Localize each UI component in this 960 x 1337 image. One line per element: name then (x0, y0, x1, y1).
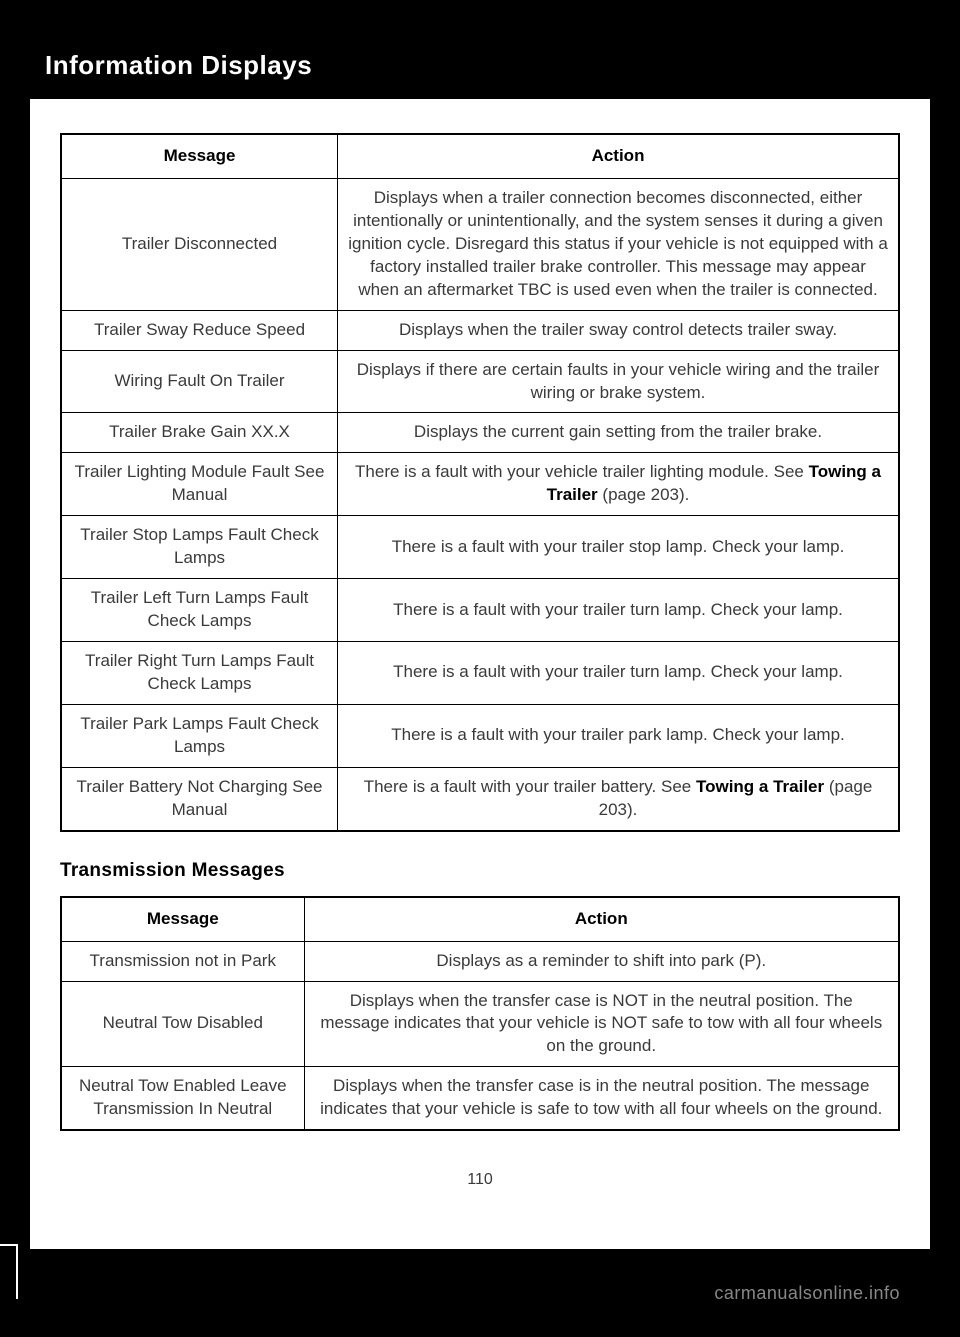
col-header-message: Message (61, 897, 304, 941)
page-outer: Information Displays Message Action Trai… (0, 0, 960, 1269)
act-cell: Displays when the transfer case is NOT i… (304, 981, 899, 1067)
table-row: Trailer Sway Reduce Speed Displays when … (61, 310, 899, 350)
msg-cell: Wiring Fault On Trailer (61, 350, 338, 413)
act-cell: There is a fault with your trailer batte… (338, 767, 899, 830)
act-cell: There is a fault with your trailer park … (338, 704, 899, 767)
table-row: Trailer Battery Not Charging See Manual … (61, 767, 899, 830)
act-cell: There is a fault with your trailer turn … (338, 579, 899, 642)
msg-cell: Trailer Disconnected (61, 178, 338, 310)
act-bold: Towing a Trailer (696, 777, 824, 796)
act-cell: Displays when the trailer sway control d… (338, 310, 899, 350)
table-row: Trailer Brake Gain XX.X Displays the cur… (61, 413, 899, 453)
table-row: Neutral Tow Disabled Displays when the t… (61, 981, 899, 1067)
table-header-row: Message Action (61, 897, 899, 941)
col-header-message: Message (61, 134, 338, 178)
header-bar: Information Displays (30, 40, 930, 103)
watermark: carmanualsonline.info (714, 1283, 900, 1304)
act-cell: There is a fault with your trailer stop … (338, 516, 899, 579)
msg-cell: Neutral Tow Disabled (61, 981, 304, 1067)
col-header-action: Action (338, 134, 899, 178)
msg-cell: Trailer Battery Not Charging See Manual (61, 767, 338, 830)
act-cell: Displays if there are certain faults in … (338, 350, 899, 413)
msg-cell: Trailer Lighting Module Fault See Manual (61, 453, 338, 516)
corner-tab (0, 1244, 18, 1299)
msg-cell: Transmission not in Park (61, 941, 304, 981)
table-row: Trailer Stop Lamps Fault Check Lamps The… (61, 516, 899, 579)
table-row: Trailer Disconnected Displays when a tra… (61, 178, 899, 310)
act-cell: There is a fault with your vehicle trail… (338, 453, 899, 516)
table-header-row: Message Action (61, 134, 899, 178)
msg-cell: Trailer Stop Lamps Fault Check Lamps (61, 516, 338, 579)
msg-cell: Trailer Sway Reduce Speed (61, 310, 338, 350)
msg-cell: Trailer Park Lamps Fault Check Lamps (61, 704, 338, 767)
msg-cell: Trailer Left Turn Lamps Fault Check Lamp… (61, 579, 338, 642)
act-post: (page 203). (598, 485, 690, 504)
act-cell: Displays as a reminder to shift into par… (304, 941, 899, 981)
act-cell: Displays when a trailer connection becom… (338, 178, 899, 310)
table-row: Wiring Fault On Trailer Displays if ther… (61, 350, 899, 413)
table-row: Neutral Tow Enabled Leave Transmission I… (61, 1067, 899, 1130)
table-row: Transmission not in Park Displays as a r… (61, 941, 899, 981)
msg-cell: Neutral Tow Enabled Leave Transmission I… (61, 1067, 304, 1130)
page-number: 110 (60, 1171, 900, 1189)
transmission-messages-table: Message Action Transmission not in Park … (60, 896, 900, 1132)
act-pre: There is a fault with your trailer batte… (364, 777, 696, 796)
act-cell: There is a fault with your trailer turn … (338, 642, 899, 705)
trailer-messages-table: Message Action Trailer Disconnected Disp… (60, 133, 900, 832)
act-cell: Displays the current gain setting from t… (338, 413, 899, 453)
page-title: Information Displays (45, 50, 915, 81)
table-row: Trailer Park Lamps Fault Check Lamps The… (61, 704, 899, 767)
table-row: Trailer Right Turn Lamps Fault Check Lam… (61, 642, 899, 705)
table-row: Trailer Lighting Module Fault See Manual… (61, 453, 899, 516)
col-header-action: Action (304, 897, 899, 941)
section-heading-transmission: Transmission Messages (60, 860, 900, 882)
msg-cell: Trailer Brake Gain XX.X (61, 413, 338, 453)
act-pre: There is a fault with your vehicle trail… (355, 462, 809, 481)
act-cell: Displays when the transfer case is in th… (304, 1067, 899, 1130)
msg-cell: Trailer Right Turn Lamps Fault Check Lam… (61, 642, 338, 705)
page-content: Message Action Trailer Disconnected Disp… (30, 103, 930, 1249)
table-row: Trailer Left Turn Lamps Fault Check Lamp… (61, 579, 899, 642)
